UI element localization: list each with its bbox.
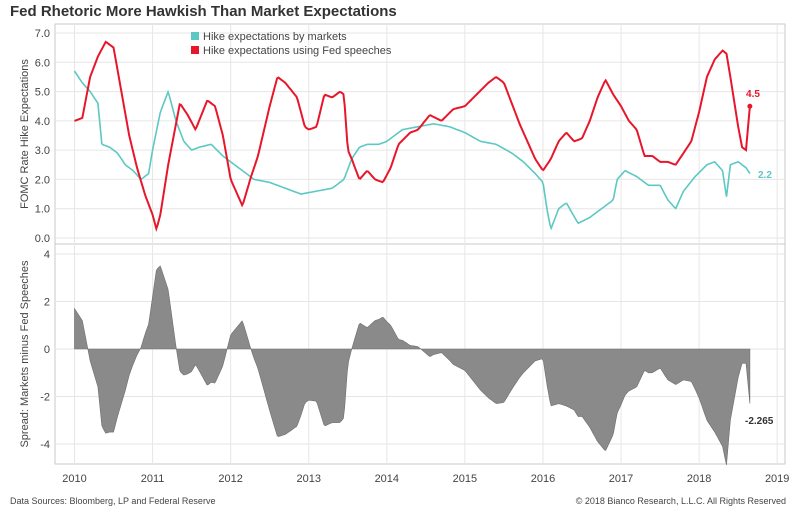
top-y-tick-label: 1.0 (35, 204, 50, 216)
top-y-ticks: 0.0 1.0 2.0 3.0 4.0 5.0 6.0 7.0 (35, 28, 50, 245)
x-tick-label: 2013 (297, 473, 321, 485)
end-label-markets: 2.2 (758, 170, 772, 181)
x-tick-label: 2015 (453, 473, 477, 485)
bottom-y-axis-label: Spread: Markets minus Fed Speeches (19, 260, 31, 448)
legend: Hike expectations by markets Hike expect… (191, 31, 392, 57)
x-tick-label: 2017 (609, 473, 633, 485)
legend-label-fed: Hike expectations using Fed speeches (203, 45, 392, 57)
x-tick-label: 2014 (375, 473, 399, 485)
x-tick-label: 2012 (218, 473, 242, 485)
spread-area (74, 265, 751, 465)
top-y-axis-label: FOMC Rate Hike Expectations (19, 59, 31, 209)
bottom-y-tick-label: -4 (40, 439, 50, 451)
bottom-y-ticks: 4 2 0 -2 -4 (40, 249, 50, 451)
data-sources: Data Sources: Bloomberg, LP and Federal … (10, 496, 216, 506)
fed-end-marker (747, 103, 753, 109)
legend-label-markets: Hike expectations by markets (203, 31, 347, 43)
legend-swatch-fed (191, 46, 199, 54)
top-y-tick-label: 7.0 (35, 28, 50, 40)
top-panel-frame (54, 23, 786, 245)
top-y-tick-label: 0.0 (35, 233, 50, 245)
end-label-fed: 4.5 (746, 89, 760, 100)
series-line-markets (73, 70, 751, 231)
bottom-y-tick-label: -2 (40, 392, 50, 404)
x-tick-label: 2019 (765, 473, 789, 485)
copyright: © 2018 Bianco Research, L.L.C. All Right… (575, 496, 786, 506)
bottom-y-tick-label: 4 (44, 249, 50, 261)
x-axis-ticks: 2010 2011 2012 2013 2014 2015 2016 2017 2018 2019 (62, 473, 789, 485)
legend-swatch-markets (191, 32, 199, 40)
series-line-fed (74, 40, 751, 232)
bottom-y-tick-label: 0 (44, 344, 50, 356)
end-label-spread: -2.265 (745, 416, 774, 427)
top-lines-group (73, 40, 753, 232)
x-tick-label: 2010 (62, 473, 86, 485)
chart-title: Fed Rhetoric More Hawkish Than Market Ex… (10, 3, 397, 20)
top-y-tick-label: 6.0 (35, 57, 50, 69)
top-y-tick-label: 5.0 (35, 87, 50, 99)
top-y-tick-label: 3.0 (35, 145, 50, 157)
x-tick-label: 2018 (687, 473, 711, 485)
x-tick-label: 2011 (141, 473, 165, 485)
x-tick-label: 2016 (531, 473, 555, 485)
spread-area-group (74, 265, 751, 465)
bottom-panel-frame (54, 243, 786, 465)
top-y-tick-label: 2.0 (35, 174, 50, 186)
top-y-tick-label: 4.0 (35, 116, 50, 128)
bottom-y-tick-label: 2 (44, 297, 50, 309)
